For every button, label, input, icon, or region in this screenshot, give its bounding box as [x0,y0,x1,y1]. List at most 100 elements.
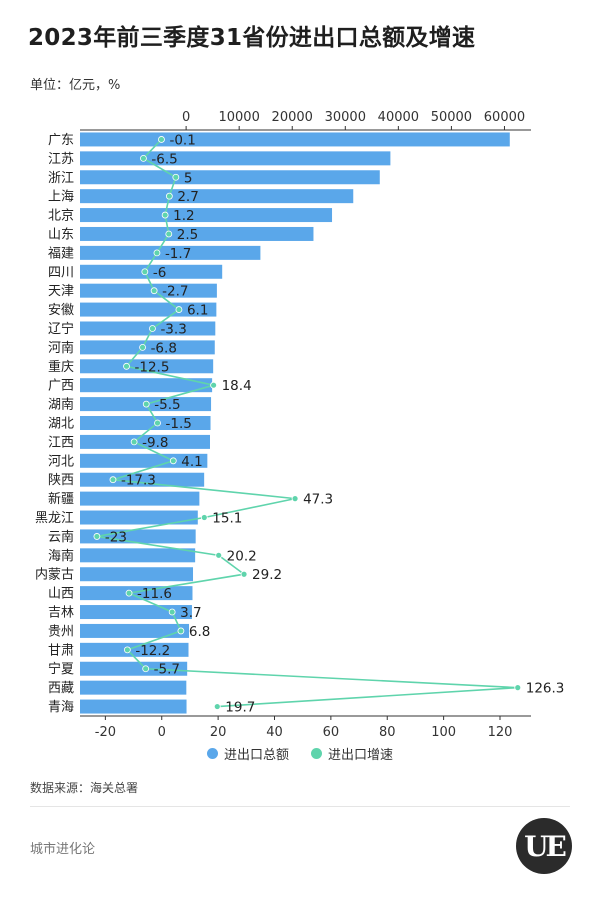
top-axis-tick-label: 50000 [431,110,472,125]
growth-data-label: 3.7 [180,605,201,621]
growth-point [149,325,156,332]
category-label: 河南 [48,340,74,356]
growth-data-label: 5 [184,170,193,186]
legend-item-bar: 进出口总额 [206,744,289,763]
growth-point [154,419,161,427]
growth-data-label: 6.8 [189,624,210,640]
growth-point [130,438,138,446]
legend-line-label: 进出口增速 [328,748,394,763]
category-label: 浙江 [48,171,74,186]
bottom-axis-tick-label: 100 [431,725,456,740]
growth-point [172,173,180,181]
category-label: 新疆 [48,491,74,507]
growth-point [215,551,223,559]
growth-data-label: -11.6 [137,586,172,602]
growth-data-label: -0.1 [169,132,195,148]
growth-point [140,154,147,162]
category-label: 河北 [48,454,74,469]
unit-label: 单位：亿元，% [30,78,121,93]
bottom-axis-tick-label: 40 [266,725,283,740]
bar [80,491,200,506]
growth-data-label: -9.8 [142,435,168,451]
top-axis-tick-label: 30000 [325,110,366,125]
brand-name: 城市进化论 [30,842,96,857]
growth-point [177,627,185,635]
growth-point [169,457,177,465]
growth-point [141,268,149,276]
growth-data-label: -2.7 [162,284,188,300]
growth-point [165,230,173,238]
bar [80,642,189,657]
growth-data-label: 2.5 [177,227,198,243]
bar [80,529,196,544]
legend: 进出口总额 进出口增速 [0,744,600,763]
growth-data-label: -23 [105,529,127,545]
growth-data-label: 1.2 [173,208,194,224]
growth-data-label: -5.5 [154,397,180,413]
growth-point [161,211,169,219]
source-note: 数据来源：海关总署 [30,781,139,795]
growth-data-label: -12.5 [135,359,170,375]
growth-point [153,249,161,257]
bar [80,548,196,563]
growth-data-label: -3.3 [160,321,186,337]
growth-data-label: -1.5 [166,416,192,432]
bar [80,453,208,468]
growth-point [175,306,183,313]
bar [80,699,187,714]
bottom-axis-tick-label: -20 [95,725,116,740]
growth-data-label: -5.7 [154,662,180,678]
growth-data-label: 15.1 [212,511,242,527]
legend-item-line: 进出口增速 [311,744,393,763]
top-axis-tick-label: 40000 [378,110,419,125]
growth-point [514,684,522,692]
top-axis-tick-label: 20000 [272,110,313,125]
category-label: 湖南 [48,397,74,413]
growth-point [213,703,221,710]
bar [80,264,223,279]
bottom-axis-tick-label: 60 [323,725,340,740]
growth-data-label: -6.5 [151,151,177,167]
growth-data-label: -6 [153,265,166,281]
bar [80,283,217,298]
growth-point [125,589,133,597]
bar [80,416,211,430]
bar [80,510,198,525]
growth-point [291,495,299,503]
growth-point [210,381,218,389]
bottom-axis-tick-label: 20 [210,725,227,740]
category-label: 安徽 [48,303,74,318]
bar [80,661,188,676]
category-label: 辽宁 [48,321,74,337]
category-label: 宁夏 [48,661,74,677]
bar [80,434,210,449]
top-axis-tick-label: 0 [182,110,190,125]
category-label: 广西 [48,379,74,394]
growth-data-label: 2.7 [177,189,198,205]
bar [80,359,214,374]
growth-point [158,136,165,143]
category-label: 云南 [48,529,74,545]
growth-data-label: 6.1 [187,303,208,319]
growth-point [200,514,208,521]
bar [80,245,261,260]
growth-point [139,343,146,351]
bar [80,340,215,355]
growth-point [142,665,150,673]
growth-data-label: 47.3 [303,492,333,508]
category-label: 北京 [48,209,74,224]
growth-point [168,608,176,616]
growth-data-label: 4.1 [181,454,202,470]
bar [80,567,194,582]
category-label: 海南 [48,548,74,564]
growth-point [123,362,130,370]
category-label: 天津 [48,284,74,299]
category-label: 甘肃 [48,643,74,658]
legend-bar-swatch [206,748,218,759]
category-label: 内蒙古 [35,567,74,583]
growth-data-label: 18.4 [222,378,252,394]
category-label: 山东 [48,227,74,242]
bottom-axis-tick-label: 80 [379,725,396,740]
category-label: 江西 [48,435,74,450]
bar [80,226,314,241]
